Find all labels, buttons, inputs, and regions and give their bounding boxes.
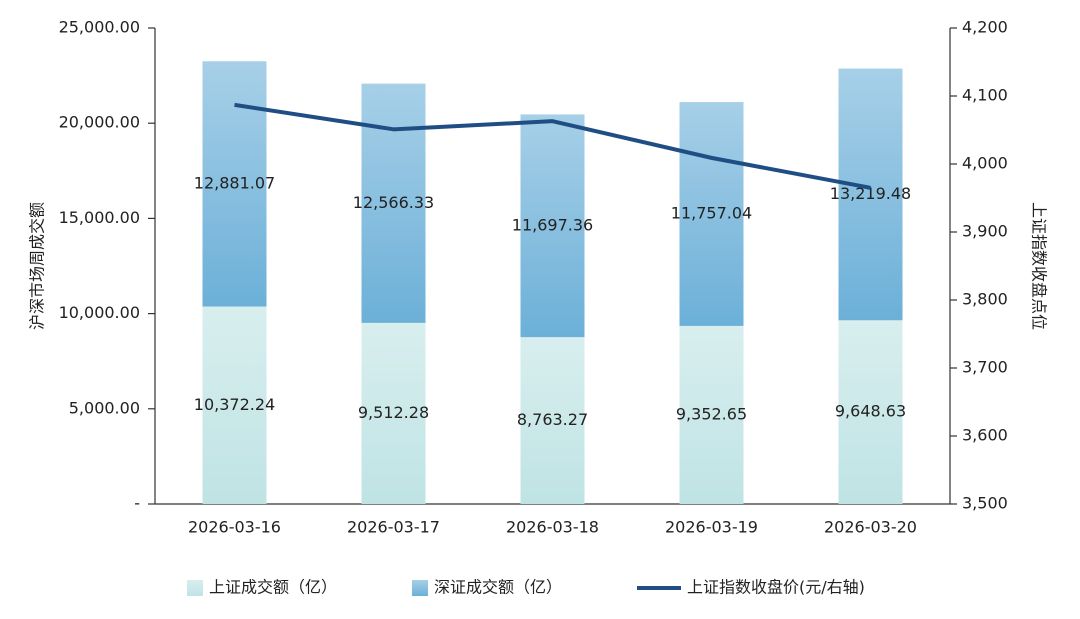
bar-segment <box>838 320 903 504</box>
x-tick-label: 2026-03-19 <box>665 518 758 537</box>
data-label: 9,352.65 <box>676 404 747 423</box>
bar-segment <box>202 61 267 307</box>
data-label: 13,219.48 <box>830 184 911 203</box>
y2-axis-title: 上证指数收盘点位 <box>1030 202 1049 330</box>
bar-segment <box>679 325 744 504</box>
y2-tick-label: 4,200 <box>962 18 1008 37</box>
x-tick-label: 2026-03-17 <box>347 518 440 537</box>
data-label: 11,757.04 <box>671 203 752 222</box>
y-axis-title: 沪深市场周成交额 <box>28 202 47 330</box>
data-label: 9,648.63 <box>835 402 906 421</box>
legend-marker <box>187 580 203 596</box>
legend-label: 深证成交额（亿） <box>434 578 562 597</box>
x-tick-label: 2026-03-16 <box>188 518 281 537</box>
x-tick-label: 2026-03-18 <box>506 518 599 537</box>
y2-tick-label: 4,100 <box>962 86 1008 105</box>
x-tick-label: 2026-03-20 <box>824 518 917 537</box>
legend-marker <box>412 580 428 596</box>
bar-segment <box>202 306 267 504</box>
y2-tick-label: 3,900 <box>962 222 1008 241</box>
y2-tick-label: 4,000 <box>962 154 1008 173</box>
legend-label: 上证成交额（亿） <box>209 578 337 597</box>
bar-segment <box>361 322 426 504</box>
y-tick-label: 15,000.00 <box>59 208 140 227</box>
bar-segment <box>679 102 744 326</box>
data-label: 12,881.07 <box>194 173 275 192</box>
bar-segment <box>838 68 903 321</box>
bar-segment <box>520 337 585 504</box>
data-label: 9,512.28 <box>358 403 429 422</box>
y2-tick-label: 3,500 <box>962 494 1008 513</box>
y-tick-label: 10,000.00 <box>59 303 140 322</box>
y2-tick-label: 3,700 <box>962 358 1008 377</box>
line-series <box>234 102 871 190</box>
legend-label: 上证指数收盘价(元/右轴) <box>687 578 865 597</box>
data-label: 8,763.27 <box>517 410 588 429</box>
bar-segment <box>361 83 426 323</box>
y-tick-label: 5,000.00 <box>69 398 140 417</box>
y-tick-label: - <box>134 494 140 513</box>
data-label: 10,372.24 <box>194 395 275 414</box>
data-label: 12,566.33 <box>353 193 434 212</box>
y2-tick-label: 3,600 <box>962 426 1008 445</box>
data-label: 11,697.36 <box>512 215 593 234</box>
y-tick-label: 20,000.00 <box>59 113 140 132</box>
y-tick-label: 25,000.00 <box>59 18 140 37</box>
bar-segment <box>520 114 585 338</box>
y2-tick-label: 3,800 <box>962 290 1008 309</box>
